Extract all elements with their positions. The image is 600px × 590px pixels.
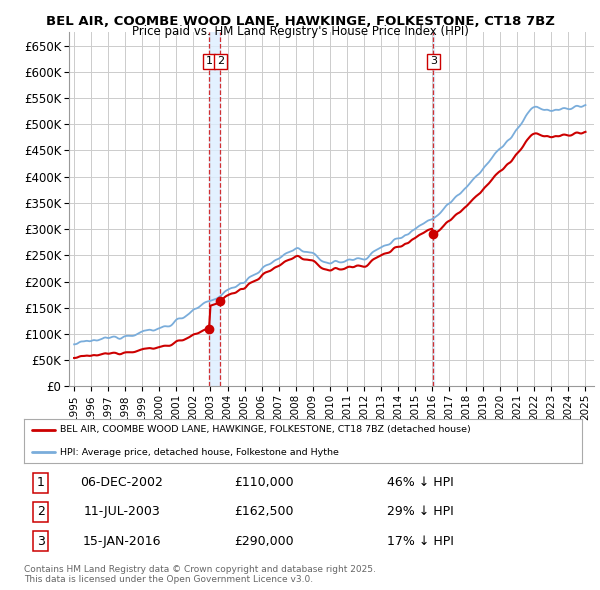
Bar (209, 32, 220, 386)
Text: 17% ↓ HPI: 17% ↓ HPI (387, 535, 454, 548)
Text: £110,000: £110,000 (234, 476, 294, 489)
Text: 2: 2 (217, 56, 224, 66)
Text: 15-JAN-2016: 15-JAN-2016 (82, 535, 161, 548)
Text: 11-JUL-2003: 11-JUL-2003 (83, 505, 160, 519)
Text: BEL AIR, COOMBE WOOD LANE, HAWKINGE, FOLKESTONE, CT18 7BZ (detached house): BEL AIR, COOMBE WOOD LANE, HAWKINGE, FOL… (60, 425, 471, 434)
Text: 1: 1 (37, 476, 44, 489)
Text: 3: 3 (37, 535, 44, 548)
Text: BEL AIR, COOMBE WOOD LANE, HAWKINGE, FOLKESTONE, CT18 7BZ: BEL AIR, COOMBE WOOD LANE, HAWKINGE, FOL… (46, 15, 554, 28)
Text: Contains HM Land Registry data © Crown copyright and database right 2025.
This d: Contains HM Land Registry data © Crown c… (24, 565, 376, 584)
Text: 06-DEC-2002: 06-DEC-2002 (80, 476, 163, 489)
Bar (433, 32, 434, 386)
Text: 46% ↓ HPI: 46% ↓ HPI (387, 476, 454, 489)
Text: £290,000: £290,000 (234, 535, 294, 548)
Text: HPI: Average price, detached house, Folkestone and Hythe: HPI: Average price, detached house, Folk… (60, 448, 339, 457)
Text: 3: 3 (430, 56, 437, 66)
Text: Price paid vs. HM Land Registry's House Price Index (HPI): Price paid vs. HM Land Registry's House … (131, 25, 469, 38)
Text: £162,500: £162,500 (234, 505, 293, 519)
Text: 1: 1 (206, 56, 212, 66)
Text: 2: 2 (37, 505, 44, 519)
Text: 29% ↓ HPI: 29% ↓ HPI (387, 505, 454, 519)
